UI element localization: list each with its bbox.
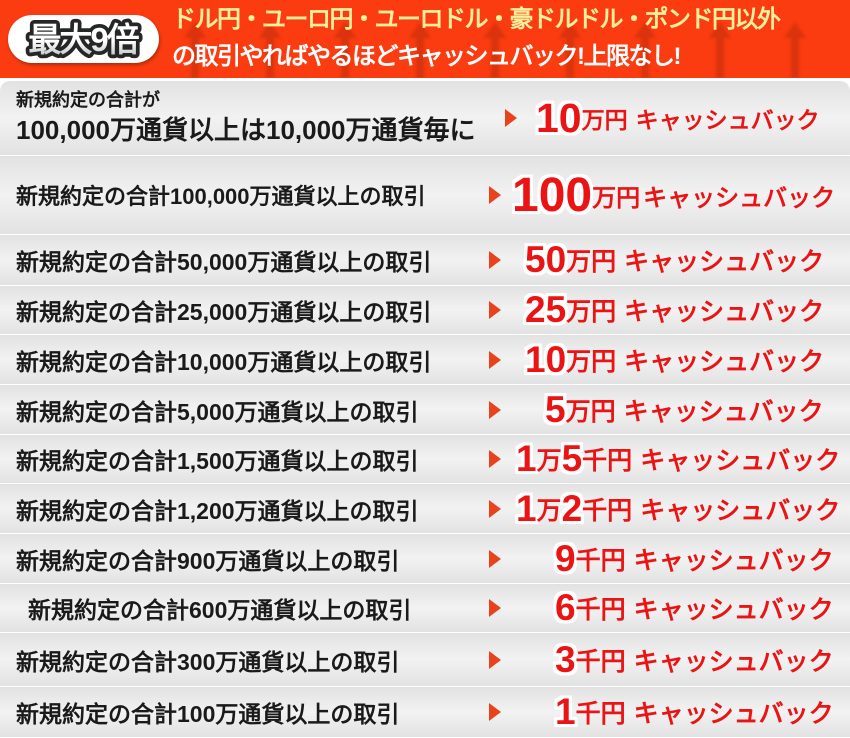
svg-text:最大9倍: 最大9倍	[28, 21, 139, 58]
